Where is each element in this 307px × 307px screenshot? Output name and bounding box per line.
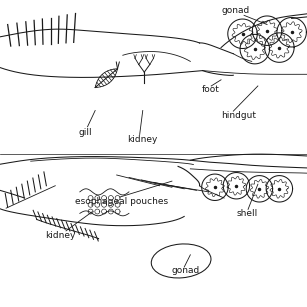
Text: shell: shell (236, 209, 258, 218)
Text: hindgut: hindgut (221, 111, 256, 120)
Text: kidney: kidney (45, 231, 76, 240)
Text: gonad: gonad (221, 6, 249, 15)
Text: esophageal pouches: esophageal pouches (75, 196, 168, 206)
Text: foot: foot (202, 84, 220, 94)
Text: gonad: gonad (172, 266, 200, 275)
Text: gill: gill (78, 127, 92, 137)
Text: kidney: kidney (127, 135, 158, 144)
